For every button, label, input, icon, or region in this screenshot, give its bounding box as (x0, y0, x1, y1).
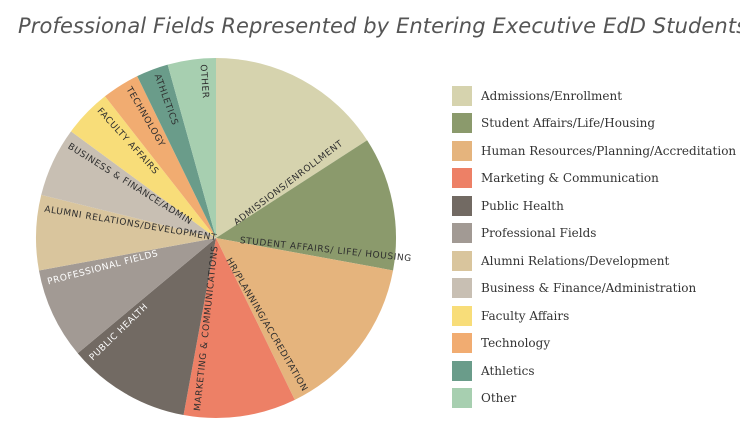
pie-slice-admissions-enrollment (216, 57, 368, 238)
legend-label: Technology (481, 336, 551, 351)
legend-item-professional-fields: Professional Fields (452, 220, 736, 248)
legend-label: Alumni Relations/Development (481, 253, 670, 268)
pie-slice-student-affairs-life-housing (216, 140, 396, 271)
legend-label: Human Resources/Planning/Accreditation (481, 143, 737, 158)
pie-slice-professional-fields (38, 238, 217, 354)
chart-title: Professional Fields Represented by Enter… (18, 14, 740, 38)
legend-item-marketing-and-communication: Marketing & Communication (452, 165, 736, 193)
legend-item-faculty-affairs: Faculty Affairs (452, 302, 736, 330)
legend-swatch (452, 278, 472, 299)
legend-item-alumni-relations-development: Alumni Relations/Development (452, 247, 736, 275)
slice-label-other: OTHER (197, 64, 210, 99)
legend-item-public-health: Public Health (452, 192, 736, 220)
pie-slices (35, 57, 396, 419)
legend-label: Student Affairs/Life/Housing (481, 116, 656, 131)
legend-label: Marketing & Communication (481, 171, 659, 186)
legend-swatch (452, 168, 472, 189)
legend-label: Other (481, 391, 517, 406)
pie-slice-other (167, 58, 216, 238)
legend-swatch (452, 140, 472, 161)
legend-label: Faculty Affairs (481, 308, 570, 323)
legend-item-technology: Technology (452, 330, 736, 358)
pie-slice-athletics (137, 64, 216, 238)
chart-legend: Admissions/Enrollment Student Affairs/Lif… (452, 82, 736, 412)
legend-item-student-affairs-life-housing: Student Affairs/Life/Housing (452, 110, 736, 138)
legend-label: Professional Fields (481, 226, 597, 241)
legend-item-human-resources-planning-accreditation: Human Resources/Planning/Accreditation (452, 137, 736, 165)
legend-swatch (452, 333, 472, 354)
legend-item-other: Other (452, 385, 736, 413)
legend-label: Admissions/Enrollment (481, 88, 623, 103)
legend-swatch (452, 113, 472, 134)
legend-label: Athletics (481, 363, 535, 378)
legend-swatch (452, 250, 472, 271)
pie-slice-public-health (77, 238, 216, 416)
legend-swatch (452, 223, 472, 244)
legend-label: Public Health (481, 198, 564, 213)
legend-item-athletics: Athletics (452, 357, 736, 385)
legend-swatch (452, 305, 472, 326)
pie-slice-technology (104, 76, 216, 238)
pie-slice-human-resources-planning-accreditation (216, 238, 394, 400)
legend-item-admissions-enrollment: Admissions/Enrollment (452, 82, 736, 110)
legend-swatch (452, 85, 472, 106)
legend-label: Business & Finance/Administration (481, 281, 697, 296)
legend-swatch (452, 360, 472, 381)
legend-item-business-and-finance-administration: Business & Finance/Administration (452, 275, 736, 303)
pie-slice-faculty-affairs (71, 96, 217, 238)
pie-slice-marketing-and-communication (183, 238, 295, 419)
pie-slice-alumni-relations-development (35, 194, 217, 271)
legend-swatch (452, 195, 472, 216)
pie-slice-business-and-finance-administration (41, 131, 217, 238)
legend-swatch (452, 388, 472, 409)
